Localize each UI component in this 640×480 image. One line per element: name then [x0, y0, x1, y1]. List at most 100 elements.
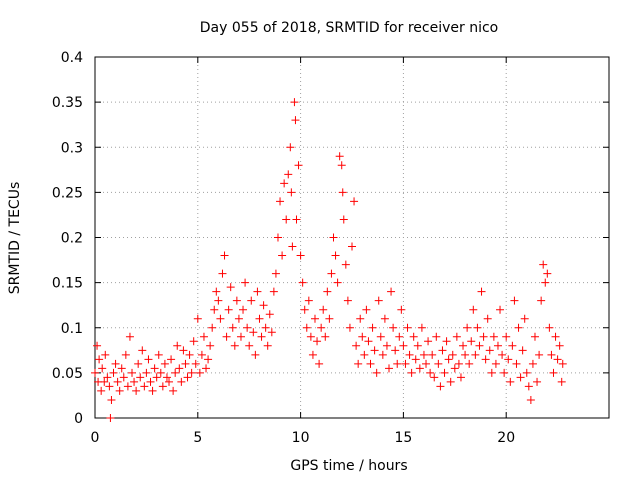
data-point	[204, 355, 213, 364]
data-point	[518, 346, 527, 355]
data-point	[459, 341, 468, 350]
data-point	[148, 386, 157, 395]
data-point	[308, 350, 317, 359]
data-point	[489, 332, 498, 341]
data-point	[245, 341, 254, 350]
data-point	[171, 368, 180, 377]
data-point	[374, 296, 383, 305]
data-point	[372, 368, 381, 377]
data-point	[134, 359, 143, 368]
data-point	[432, 332, 441, 341]
data-point	[382, 341, 391, 350]
data-point	[251, 350, 260, 359]
data-point	[292, 215, 301, 224]
data-point	[162, 373, 171, 382]
data-point	[189, 337, 198, 346]
data-point	[173, 341, 182, 350]
data-point	[504, 355, 513, 364]
data-point	[530, 332, 539, 341]
data-point	[555, 341, 564, 350]
data-point	[524, 382, 533, 391]
data-point	[339, 215, 348, 224]
data-point	[280, 179, 289, 188]
data-point	[356, 314, 365, 323]
data-point	[463, 323, 472, 332]
data-points	[91, 98, 567, 422]
data-point	[391, 346, 400, 355]
data-point	[549, 368, 558, 377]
data-point	[278, 251, 287, 260]
data-point	[446, 377, 455, 386]
data-point	[93, 341, 102, 350]
y-tick-label: 0.2	[61, 231, 83, 247]
data-point	[152, 373, 161, 382]
data-point	[125, 332, 134, 341]
data-point	[282, 215, 291, 224]
y-axis-title: SRMTID / TECUs	[7, 182, 23, 295]
data-point	[558, 359, 567, 368]
data-point	[502, 332, 511, 341]
data-point	[393, 359, 402, 368]
data-point	[230, 341, 239, 350]
data-point	[395, 332, 404, 341]
data-point	[442, 337, 451, 346]
data-point	[428, 350, 437, 359]
data-point	[271, 269, 280, 278]
data-point	[106, 414, 115, 422]
data-point	[319, 305, 328, 314]
data-point	[397, 305, 406, 314]
data-point	[471, 350, 480, 359]
data-point	[500, 368, 509, 377]
data-point	[291, 116, 300, 125]
data-point	[461, 350, 470, 359]
data-point	[218, 269, 227, 278]
data-point	[329, 233, 338, 242]
data-point	[298, 278, 307, 287]
data-point	[551, 332, 560, 341]
data-point	[288, 242, 297, 251]
x-tick-label: 10	[292, 430, 310, 446]
data-point	[253, 287, 262, 296]
data-point	[541, 278, 550, 287]
data-point	[290, 98, 299, 107]
data-point	[533, 377, 542, 386]
data-point	[473, 323, 482, 332]
data-point	[399, 341, 408, 350]
data-point	[310, 314, 319, 323]
data-point	[195, 368, 204, 377]
data-point	[202, 364, 211, 373]
data-point	[130, 377, 139, 386]
x-tick-label: 5	[193, 430, 202, 446]
data-point	[389, 323, 398, 332]
data-point	[557, 377, 566, 386]
data-point	[103, 373, 112, 382]
data-point	[338, 188, 347, 197]
x-tick-label: 15	[394, 430, 412, 446]
data-point	[259, 301, 268, 310]
data-point	[467, 337, 476, 346]
data-point	[175, 364, 184, 373]
data-point	[249, 328, 258, 337]
data-point	[158, 382, 167, 391]
data-point	[348, 242, 356, 251]
data-point	[465, 359, 474, 368]
data-point	[522, 368, 531, 377]
data-point	[331, 251, 340, 260]
data-point	[376, 332, 385, 341]
data-point	[220, 251, 229, 260]
data-point	[475, 341, 484, 350]
data-point	[360, 350, 369, 359]
data-point	[313, 337, 322, 346]
data-point	[306, 332, 315, 341]
data-point	[187, 368, 196, 377]
data-point	[109, 368, 118, 377]
data-point	[380, 314, 389, 323]
data-point	[136, 373, 145, 382]
y-tick-label: 0.15	[52, 276, 83, 292]
data-point	[516, 373, 525, 382]
data-point	[150, 364, 159, 373]
data-point	[444, 355, 453, 364]
data-point	[243, 323, 252, 332]
data-point	[413, 341, 422, 350]
